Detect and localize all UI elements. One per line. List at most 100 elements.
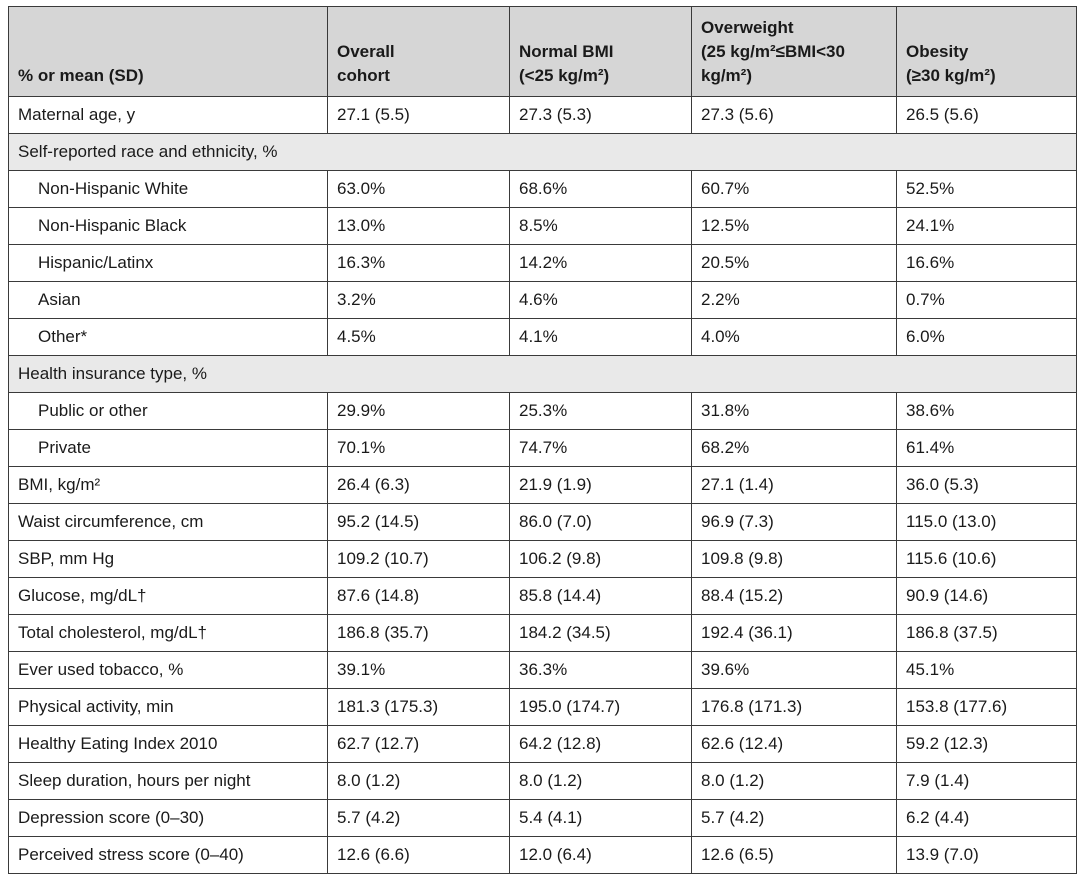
cell-normal: 27.3 (5.3) [509, 96, 692, 134]
cell-obesity: 90.9 (14.6) [896, 577, 1077, 615]
row-label: Non-Hispanic White [8, 170, 328, 208]
cell-overweight: 60.7% [691, 170, 897, 208]
cell-overweight: 31.8% [691, 392, 897, 430]
cell-overweight: 27.1 (1.4) [691, 466, 897, 504]
header-normal-bmi: Normal BMI (<25 kg/m²) [509, 6, 692, 97]
cell-overweight: 109.8 (9.8) [691, 540, 897, 578]
table-row: Public or other 29.9% 25.3% 31.8% 38.6% [8, 392, 1077, 430]
cell-normal: 12.0 (6.4) [509, 836, 692, 874]
cell-normal: 5.4 (4.1) [509, 799, 692, 837]
section-label: Self-reported race and ethnicity, % [8, 133, 1077, 171]
header-overall-cohort: Overall cohort [327, 6, 510, 97]
cell-normal: 14.2% [509, 244, 692, 282]
row-label: Non-Hispanic Black [8, 207, 328, 245]
cell-obesity: 6.0% [896, 318, 1077, 356]
cell-obesity: 36.0 (5.3) [896, 466, 1077, 504]
row-label: Asian [8, 281, 328, 319]
table-row: Sleep duration, hours per night 8.0 (1.2… [8, 762, 1077, 800]
row-label: SBP, mm Hg [8, 540, 328, 578]
cell-normal: 25.3% [509, 392, 692, 430]
row-label: Maternal age, y [8, 96, 328, 134]
cell-normal: 184.2 (34.5) [509, 614, 692, 652]
cell-overweight: 12.5% [691, 207, 897, 245]
cell-obesity: 26.5 (5.6) [896, 96, 1077, 134]
row-label: Depression score (0–30) [8, 799, 328, 837]
table-row: Non-Hispanic Black 13.0% 8.5% 12.5% 24.1… [8, 207, 1077, 245]
cell-obesity: 6.2 (4.4) [896, 799, 1077, 837]
cell-overweight: 2.2% [691, 281, 897, 319]
table-body: Maternal age, y 27.1 (5.5) 27.3 (5.3) 27… [8, 96, 1077, 874]
cell-overweight: 176.8 (171.3) [691, 688, 897, 726]
cell-normal: 4.1% [509, 318, 692, 356]
cell-obesity: 186.8 (37.5) [896, 614, 1077, 652]
cell-overall: 109.2 (10.7) [327, 540, 510, 578]
cell-overweight: 88.4 (15.2) [691, 577, 897, 615]
cell-overall: 3.2% [327, 281, 510, 319]
table-row: SBP, mm Hg 109.2 (10.7) 106.2 (9.8) 109.… [8, 540, 1077, 578]
cell-obesity: 59.2 (12.3) [896, 725, 1077, 763]
table-row: Depression score (0–30) 5.7 (4.2) 5.4 (4… [8, 799, 1077, 837]
cell-overweight: 192.4 (36.1) [691, 614, 897, 652]
cell-overall: 70.1% [327, 429, 510, 467]
row-label: Private [8, 429, 328, 467]
cell-normal: 74.7% [509, 429, 692, 467]
cell-obesity: 0.7% [896, 281, 1077, 319]
row-label: Sleep duration, hours per night [8, 762, 328, 800]
characteristics-table: % or mean (SD) Overall cohort Normal BMI… [8, 6, 1077, 874]
cell-overweight: 20.5% [691, 244, 897, 282]
cell-obesity: 52.5% [896, 170, 1077, 208]
cell-obesity: 7.9 (1.4) [896, 762, 1077, 800]
table-row: Physical activity, min 181.3 (175.3) 195… [8, 688, 1077, 726]
cell-normal: 8.5% [509, 207, 692, 245]
cell-overall: 8.0 (1.2) [327, 762, 510, 800]
cell-obesity: 115.0 (13.0) [896, 503, 1077, 541]
cell-overweight: 12.6 (6.5) [691, 836, 897, 874]
cell-overall: 62.7 (12.7) [327, 725, 510, 763]
row-label: Other* [8, 318, 328, 356]
cell-overweight: 68.2% [691, 429, 897, 467]
row-label: BMI, kg/m² [8, 466, 328, 504]
cell-normal: 86.0 (7.0) [509, 503, 692, 541]
row-label: Ever used tobacco, % [8, 651, 328, 689]
cell-normal: 68.6% [509, 170, 692, 208]
table-row: Non-Hispanic White 63.0% 68.6% 60.7% 52.… [8, 170, 1077, 208]
row-label: Total cholesterol, mg/dL† [8, 614, 328, 652]
cell-overweight: 27.3 (5.6) [691, 96, 897, 134]
cell-normal: 21.9 (1.9) [509, 466, 692, 504]
cell-overall: 95.2 (14.5) [327, 503, 510, 541]
table-row: BMI, kg/m² 26.4 (6.3) 21.9 (1.9) 27.1 (1… [8, 466, 1077, 504]
row-label: Waist circumference, cm [8, 503, 328, 541]
cell-normal: 4.6% [509, 281, 692, 319]
section-row: Self-reported race and ethnicity, % [8, 133, 1077, 171]
cell-normal: 36.3% [509, 651, 692, 689]
cell-overall: 39.1% [327, 651, 510, 689]
header-label-column: % or mean (SD) [8, 6, 328, 97]
table-row: Other* 4.5% 4.1% 4.0% 6.0% [8, 318, 1077, 356]
row-label: Public or other [8, 392, 328, 430]
table-row: Hispanic/Latinx 16.3% 14.2% 20.5% 16.6% [8, 244, 1077, 282]
cell-overall: 27.1 (5.5) [327, 96, 510, 134]
cell-overall: 87.6 (14.8) [327, 577, 510, 615]
cell-overweight: 39.6% [691, 651, 897, 689]
table-row: Waist circumference, cm 95.2 (14.5) 86.0… [8, 503, 1077, 541]
cell-obesity: 16.6% [896, 244, 1077, 282]
cell-overall: 16.3% [327, 244, 510, 282]
table-row: Ever used tobacco, % 39.1% 36.3% 39.6% 4… [8, 651, 1077, 689]
cell-normal: 64.2 (12.8) [509, 725, 692, 763]
cell-obesity: 61.4% [896, 429, 1077, 467]
cell-obesity: 115.6 (10.6) [896, 540, 1077, 578]
table-row: Glucose, mg/dL† 87.6 (14.8) 85.8 (14.4) … [8, 577, 1077, 615]
header-obesity: Obesity (≥30 kg/m²) [896, 6, 1077, 97]
table-row: Private 70.1% 74.7% 68.2% 61.4% [8, 429, 1077, 467]
table-row: Perceived stress score (0–40) 12.6 (6.6)… [8, 836, 1077, 874]
cell-obesity: 45.1% [896, 651, 1077, 689]
header-overweight: Overweight (25 kg/m²≤BMI<30 kg/m²) [691, 6, 897, 97]
row-label: Hispanic/Latinx [8, 244, 328, 282]
cell-overall: 5.7 (4.2) [327, 799, 510, 837]
cell-overweight: 4.0% [691, 318, 897, 356]
cell-overall: 4.5% [327, 318, 510, 356]
section-row: Health insurance type, % [8, 355, 1077, 393]
cell-normal: 195.0 (174.7) [509, 688, 692, 726]
cell-overall: 63.0% [327, 170, 510, 208]
table-row: Healthy Eating Index 2010 62.7 (12.7) 64… [8, 725, 1077, 763]
